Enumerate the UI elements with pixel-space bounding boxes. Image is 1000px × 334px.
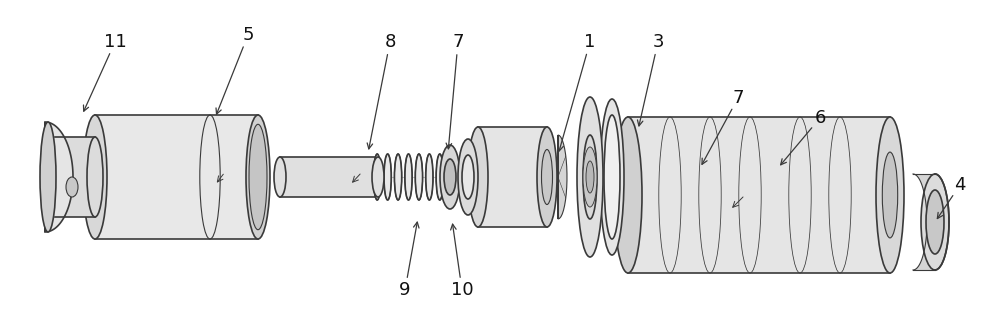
Text: 11: 11 (104, 33, 126, 51)
Ellipse shape (436, 154, 443, 200)
Ellipse shape (926, 190, 944, 254)
Polygon shape (95, 115, 258, 239)
Text: 6: 6 (814, 109, 826, 127)
Ellipse shape (583, 147, 597, 207)
Ellipse shape (604, 115, 620, 239)
Ellipse shape (458, 139, 478, 215)
Ellipse shape (246, 115, 270, 239)
Ellipse shape (876, 117, 904, 273)
Ellipse shape (468, 127, 488, 227)
Ellipse shape (66, 177, 78, 197)
Ellipse shape (415, 154, 423, 200)
Ellipse shape (405, 154, 412, 200)
Ellipse shape (274, 157, 286, 197)
Ellipse shape (87, 137, 103, 217)
Polygon shape (628, 117, 890, 273)
Ellipse shape (577, 97, 603, 257)
Ellipse shape (372, 157, 384, 197)
Polygon shape (478, 127, 547, 227)
Text: 7: 7 (452, 33, 464, 51)
Ellipse shape (440, 145, 460, 209)
Ellipse shape (374, 154, 381, 200)
Polygon shape (913, 174, 949, 270)
Ellipse shape (882, 152, 898, 238)
Polygon shape (45, 122, 73, 232)
Ellipse shape (384, 154, 391, 200)
Ellipse shape (444, 159, 456, 195)
Text: 1: 1 (584, 33, 596, 51)
Ellipse shape (614, 117, 642, 273)
Polygon shape (558, 135, 567, 219)
Ellipse shape (586, 161, 594, 193)
Text: 10: 10 (451, 281, 473, 299)
Text: 5: 5 (242, 26, 254, 44)
Text: 7: 7 (732, 89, 744, 107)
Ellipse shape (40, 122, 56, 232)
Ellipse shape (600, 99, 624, 255)
Polygon shape (280, 157, 378, 197)
Ellipse shape (394, 154, 402, 200)
Polygon shape (55, 137, 95, 217)
Text: 4: 4 (954, 176, 966, 194)
Ellipse shape (583, 135, 597, 219)
Ellipse shape (542, 150, 552, 204)
Ellipse shape (537, 127, 557, 227)
Ellipse shape (426, 154, 433, 200)
Text: 9: 9 (399, 281, 411, 299)
Ellipse shape (462, 155, 474, 199)
Ellipse shape (249, 124, 267, 230)
Text: 3: 3 (652, 33, 664, 51)
Ellipse shape (83, 115, 107, 239)
Text: 8: 8 (384, 33, 396, 51)
Ellipse shape (921, 174, 949, 270)
